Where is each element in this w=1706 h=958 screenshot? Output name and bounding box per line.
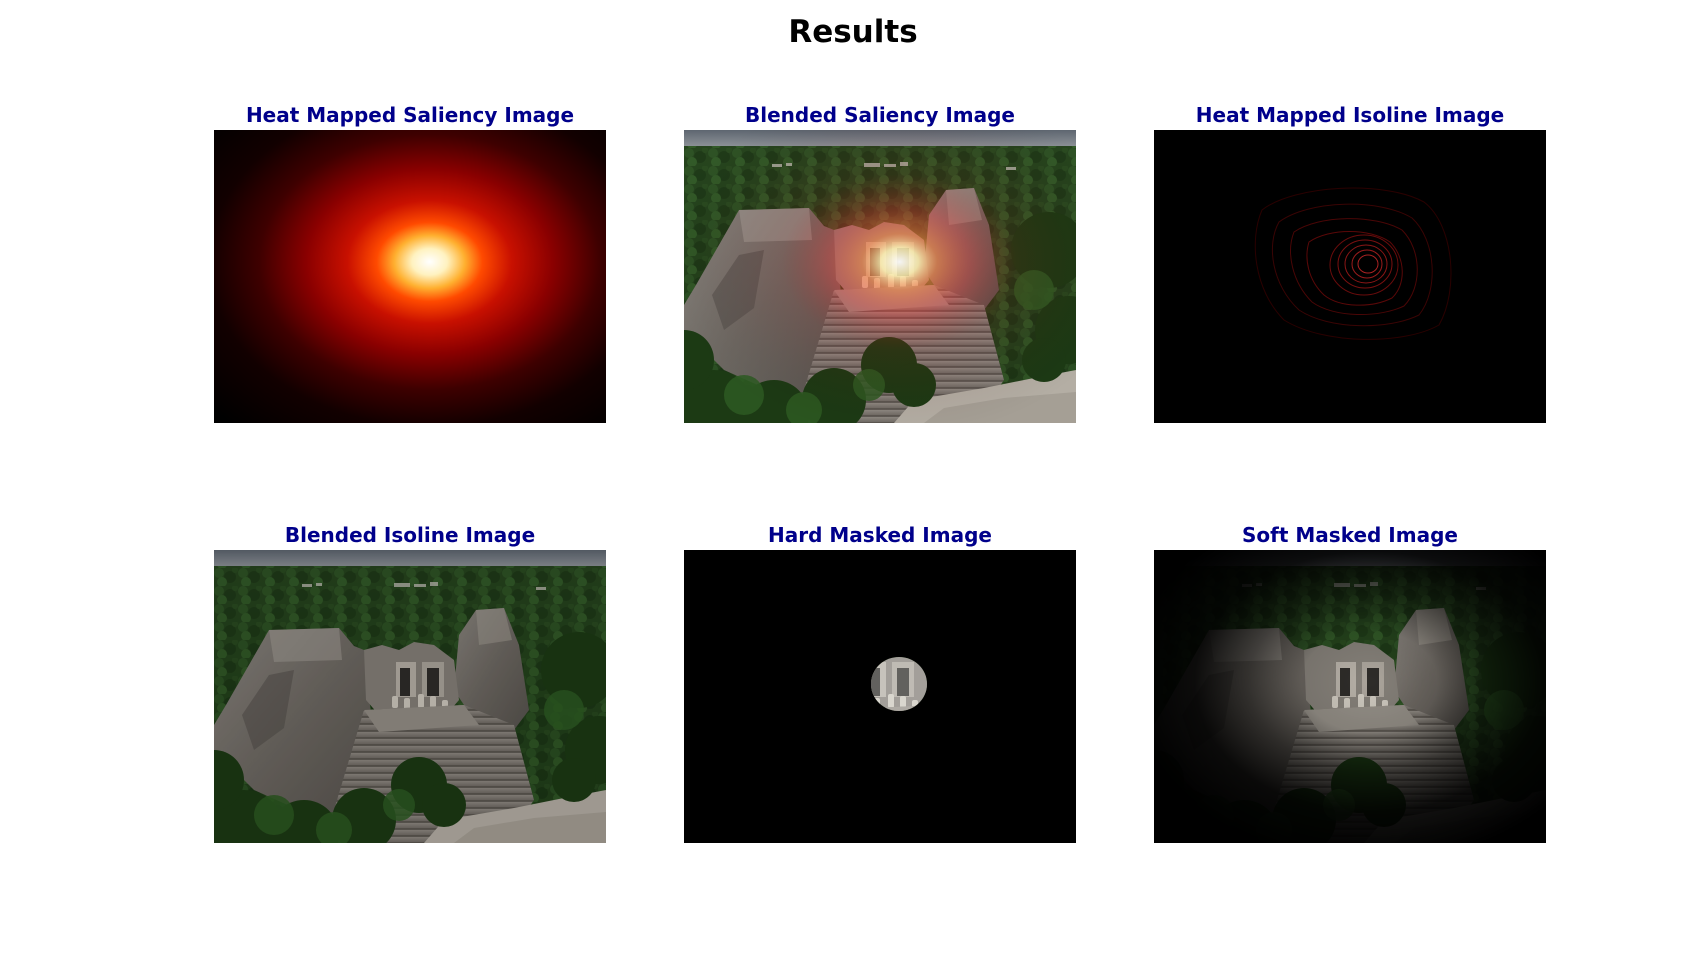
heat-mapped-isoline-image — [1154, 130, 1546, 423]
blended-isoline-image — [214, 550, 606, 843]
soft-masked-image — [1154, 550, 1546, 843]
heat-mapped-saliency-image — [214, 130, 606, 423]
panel-title-heat-mapped-saliency: Heat Mapped Saliency Image — [245, 103, 575, 127]
panel-title-blended-isoline: Blended Isoline Image — [284, 523, 536, 547]
panel-title-hard-masked: Hard Masked Image — [768, 523, 992, 547]
panel-title-blended-saliency: Blended Saliency Image — [745, 103, 1015, 127]
blended-saliency-image — [684, 130, 1076, 423]
panel-title-soft-masked: Soft Masked Image — [1242, 523, 1458, 547]
hard-masked-image — [684, 550, 1076, 843]
panel-title-heat-mapped-isoline: Heat Mapped Isoline Image — [1195, 103, 1505, 127]
figure-title: Results — [788, 14, 918, 50]
